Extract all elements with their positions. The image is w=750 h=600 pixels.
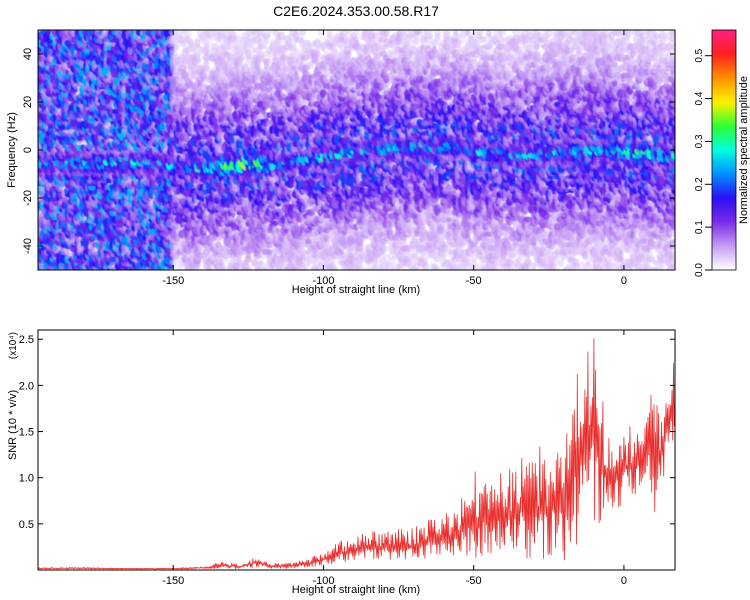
heatmap-cells (38, 30, 675, 270)
heatmap-cell (226, 43, 234, 51)
heatmap-cell (229, 31, 237, 41)
heatmap-cell (239, 54, 246, 61)
figure-title: C2E6.2024.353.00.58.R17 (273, 3, 439, 19)
heatmap-cell (184, 30, 192, 37)
heatmap-cell (266, 30, 272, 38)
